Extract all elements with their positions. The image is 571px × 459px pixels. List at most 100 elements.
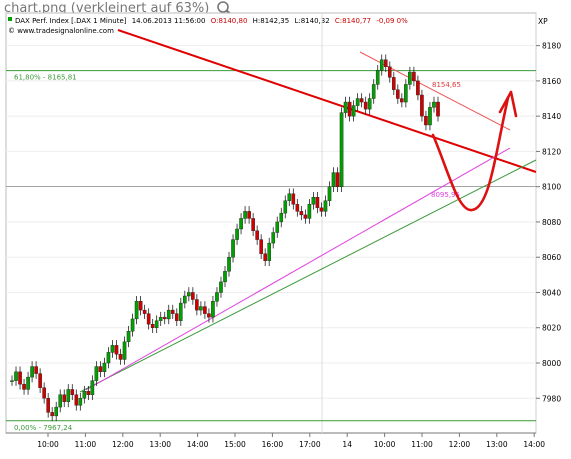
- chart-frame: [5, 12, 537, 434]
- candle-body: [70, 389, 75, 395]
- x-tick-label: 13:00: [486, 440, 508, 449]
- candle-body: [150, 324, 155, 328]
- x-tick-label: 13:00: [149, 440, 171, 449]
- candle-body: [387, 66, 392, 78]
- candle-body: [146, 313, 151, 325]
- x-tick-label: 16:00: [262, 440, 284, 449]
- candles: [10, 54, 440, 422]
- candle-body: [207, 313, 211, 318]
- candle-body: [158, 316, 163, 321]
- candle-body: [404, 84, 408, 103]
- candle-body: [267, 242, 272, 261]
- candle-body: [50, 412, 54, 417]
- candle-body: [110, 345, 115, 353]
- y-tick-label: 8080: [542, 218, 561, 227]
- candle-body: [339, 112, 344, 187]
- candle-body: [436, 101, 440, 117]
- candle-body: [42, 387, 46, 399]
- x-tick-label: 10:00: [37, 440, 59, 449]
- candle-body: [62, 394, 67, 402]
- candle-body: [379, 59, 384, 71]
- candle-body: [351, 105, 356, 117]
- image-caption: chart.png (verkleinert auf 63%): [4, 1, 210, 16]
- candle-body: [38, 373, 42, 388]
- candle-body: [90, 380, 95, 395]
- candle-body: [231, 239, 235, 258]
- candle-body: [307, 204, 312, 219]
- candle-body: [34, 366, 38, 374]
- candle-body: [327, 186, 332, 201]
- candle-body: [142, 309, 147, 314]
- candle-body: [283, 200, 288, 214]
- candle-body: [263, 253, 267, 261]
- candle-body: [259, 239, 263, 254]
- candle-body: [291, 193, 296, 205]
- candle-body: [66, 389, 71, 402]
- candle-body: [191, 292, 195, 300]
- candle-body: [412, 71, 416, 82]
- candle-body: [219, 281, 223, 293]
- x-tick-label: 11:00: [75, 440, 97, 449]
- fib-label: 61,80% - 8165,81: [14, 74, 77, 82]
- candle-body: [98, 366, 103, 373]
- x-tick-label: 14:00: [187, 440, 209, 449]
- y-tick-label: 8020: [542, 324, 561, 333]
- magenta-uptrend: [85, 147, 511, 391]
- candle-body: [30, 366, 34, 378]
- symbol-right: XP: [538, 17, 548, 26]
- candle-body: [183, 295, 187, 304]
- x-tick-label: 14: [342, 440, 352, 449]
- candle-body: [343, 101, 348, 113]
- candle-body: [22, 383, 26, 390]
- candle-body: [134, 301, 139, 320]
- candle-body: [428, 107, 432, 126]
- candle-body: [359, 98, 364, 103]
- candle-body: [335, 172, 340, 187]
- forecast-arrowhead: [498, 90, 518, 118]
- candle-body: [82, 391, 87, 399]
- candle-body: [102, 362, 107, 373]
- x-tick-label: 14:00: [523, 440, 545, 449]
- x-axis: 10:00 11:00 12:00 13:00 14:00 15:00 16:00 17:00…: [6, 432, 545, 449]
- candle-body: [178, 302, 183, 321]
- candle-body: [271, 232, 276, 244]
- candle-body: [400, 98, 404, 103]
- candle-body: [187, 292, 191, 297]
- candle-body: [235, 228, 239, 240]
- candle-body: [371, 84, 376, 99]
- candle-body: [10, 380, 14, 382]
- y-tick-label: 8000: [542, 359, 561, 368]
- candle-body: [247, 211, 251, 219]
- candle-body: [78, 398, 83, 406]
- candle-body: [203, 306, 207, 314]
- forecast-arrow: [431, 96, 510, 212]
- instrument-label: DAX Perf. Index [.DAX 1 Minute] 14.06.20…: [15, 17, 408, 25]
- candle-body: [416, 80, 420, 96]
- candle-body: [424, 115, 428, 126]
- candle-body: [86, 391, 91, 395]
- x-tick-label: 12:00: [449, 440, 471, 449]
- red-trendline: [117, 29, 537, 173]
- candle-body: [319, 207, 324, 212]
- candle-body: [367, 98, 372, 110]
- x-tick-label: 17:00: [299, 440, 321, 449]
- candle-body: [279, 212, 284, 223]
- candle-body: [391, 77, 396, 90]
- candle-body: [154, 320, 159, 328]
- candle-body: [114, 345, 119, 355]
- candle-body: [170, 309, 175, 314]
- candle-body: [54, 406, 59, 417]
- candle-body: [122, 341, 127, 360]
- source-label: © www.tradesignalonline.com: [8, 27, 114, 35]
- candle-body: [299, 211, 304, 216]
- candle-body: [311, 197, 316, 205]
- candle-body: [363, 101, 368, 110]
- y-tick-label: 8120: [542, 147, 561, 156]
- candle-body: [199, 306, 203, 311]
- candle-body: [239, 218, 243, 230]
- fib-label: 0,00% - 7967,24: [14, 424, 73, 432]
- candle-body: [138, 301, 143, 311]
- candle-body: [162, 316, 167, 320]
- candle-body: [275, 221, 280, 233]
